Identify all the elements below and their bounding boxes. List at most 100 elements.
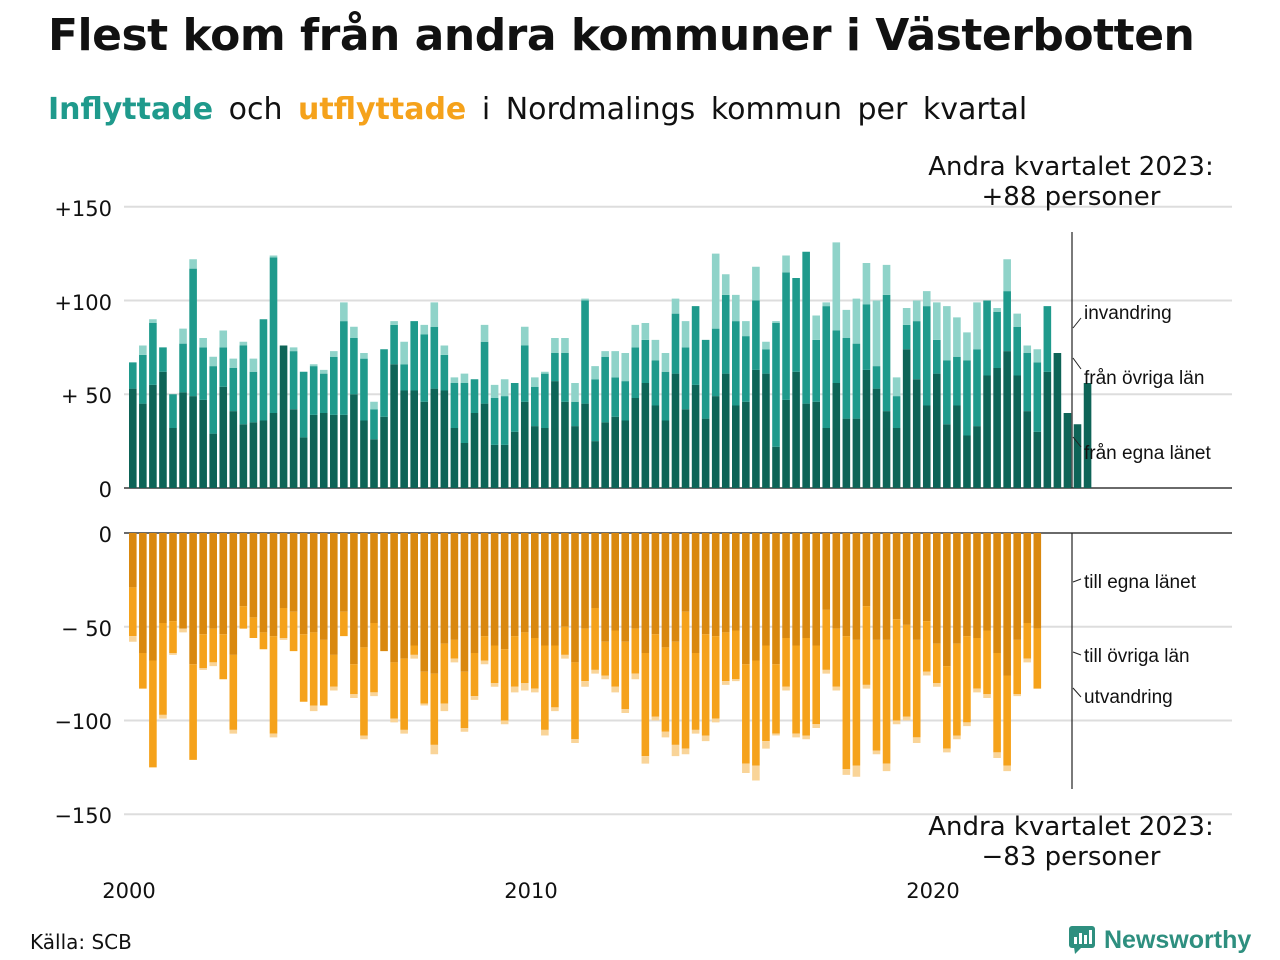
bar-in-84-fran-ovriga-lan [973,349,981,427]
bar-in-30-invandring [430,302,439,327]
bar-in-63-fran-ovriga-lan [762,349,770,374]
bar-out-29-till-egna-lanet [420,533,429,672]
bar-in-64-invandring [772,321,780,323]
bar-in-89 [1023,345,1032,488]
bar-in-37-fran-ovriga-lan [500,396,509,445]
bar-in-89-fran-egna-lanet [1023,411,1032,488]
bar-out-45-till-ovriga-lan [581,628,589,682]
bar-out-1-till-egna-lanet [139,533,147,653]
bar-out-54 [671,533,680,757]
bar-out-85 [983,533,991,698]
bar-in-51-fran-ovriga-lan [641,339,650,383]
bar-in-32-invandring [450,377,459,383]
bar-in-52-fran-egna-lanet [651,405,660,488]
bar-out-7 [199,533,207,670]
bar-out-15 [279,533,288,640]
bar-in-21-fran-ovriga-lan [340,321,348,415]
bar-out-81-utvandring [943,748,951,753]
bar-in-73-fran-ovriga-lan [862,304,871,370]
bar-out-28 [410,533,418,659]
bar-in-8-fran-egna-lanet [209,433,217,488]
bar-in-31 [440,345,449,488]
bar-out-81-till-ovriga-lan [943,666,951,749]
bar-out-54-till-ovriga-lan [671,641,680,745]
bar-out-41-till-ovriga-lan [541,645,549,730]
bar-out-32 [450,533,459,663]
bar-in-55-fran-egna-lanet [681,409,690,488]
bar-in-5-invandring [179,328,187,344]
bar-in-60 [732,294,740,488]
bar-in-36-fran-ovriga-lan [490,398,499,445]
bar-out-74 [872,533,881,755]
bar-in-18-fran-ovriga-lan [309,366,318,415]
bar-out-70-till-ovriga-lan [832,628,841,687]
bar-out-46-till-egna-lanet [591,533,599,608]
bar-out-50 [631,533,640,680]
bar-out-35-till-egna-lanet [480,533,489,637]
bar-out-47-till-egna-lanet [601,533,609,642]
bar-out-36 [490,533,499,687]
bar-out-68-till-egna-lanet [812,533,820,646]
bar-in-28-fran-ovriga-lan [410,321,418,391]
bar-in-27-fran-ovriga-lan [400,364,408,391]
bar-in-29-fran-egna-lanet [420,401,429,488]
bar-in-4-fran-egna-lanet [169,428,177,488]
bar-out-43 [561,533,569,659]
bar-out-82-till-ovriga-lan [953,643,961,736]
bar-in-34-fran-egna-lanet [470,413,479,488]
bar-in-75-fran-ovriga-lan [882,294,891,412]
bar-out-41-till-egna-lanet [541,533,549,646]
bar-in-93-fran-egna-lanet [1063,413,1072,488]
bar-in-40-fran-egna-lanet [531,426,539,488]
bar-in-64-fran-egna-lanet [772,446,780,488]
bar-in-74-fran-egna-lanet [872,388,881,488]
bar-out-17-till-ovriga-lan [299,634,308,702]
bar-in-9 [219,330,228,488]
bar-in-86 [993,308,1001,488]
bar-in-20-fran-ovriga-lan [330,356,338,415]
bar-in-33-fran-ovriga-lan [460,383,469,443]
bar-out-66-utvandring [792,733,800,738]
bar-in-4-fran-ovriga-lan [169,394,177,428]
bar-out-3 [159,533,167,719]
bar-out-70-till-egna-lanet [832,533,841,629]
bar-out-16-till-egna-lanet [289,533,298,612]
bar-out-4-utvandring [169,653,177,655]
bar-out-77-till-egna-lanet [902,533,911,625]
bar-out-71-till-egna-lanet [842,533,851,637]
bar-out-14-utvandring [269,733,278,738]
bar-in-27-fran-egna-lanet [400,390,408,488]
bar-in-58 [711,253,720,488]
bar-in-14-fran-egna-lanet [269,413,278,488]
bar-out-69-utvandring [822,669,831,674]
bar-out-44-utvandring [571,739,579,743]
bar-out-34-till-egna-lanet [470,533,479,653]
bar-in-39-fran-ovriga-lan [520,345,529,402]
bar-in-56-fran-ovriga-lan [691,306,700,385]
bar-in-46-fran-ovriga-lan [591,379,599,442]
bar-out-25-till-egna-lanet [380,533,388,652]
bar-in-66-fran-egna-lanet [792,371,800,488]
bar-out-77-utvandring [902,716,911,721]
bar-out-40-till-egna-lanet [531,533,539,638]
bar-out-48 [611,533,619,693]
bar-out-88-utvandring [1013,694,1021,697]
bar-in-76 [892,377,901,488]
bar-in-84-invandring [973,302,981,350]
bar-out-41 [541,533,549,736]
source-note: Källa: SCB [30,930,132,954]
bar-out-35 [480,533,489,665]
bar-in-68-fran-egna-lanet [812,401,820,488]
label-utvandring: utvandring [1084,687,1173,708]
leader-invandring [1072,317,1082,329]
bar-out-27-utvandring [400,729,408,734]
bar-in-48-fran-ovriga-lan [611,377,619,417]
bar-in-52 [651,339,660,488]
bar-out-86-till-ovriga-lan [993,653,1001,753]
bar-out-83 [963,533,971,727]
bar-in-47-invandring [601,351,609,357]
bar-in-33 [460,373,469,488]
bar-in-67-fran-egna-lanet [802,403,810,488]
y-tick-top-0: 0 [99,478,112,502]
